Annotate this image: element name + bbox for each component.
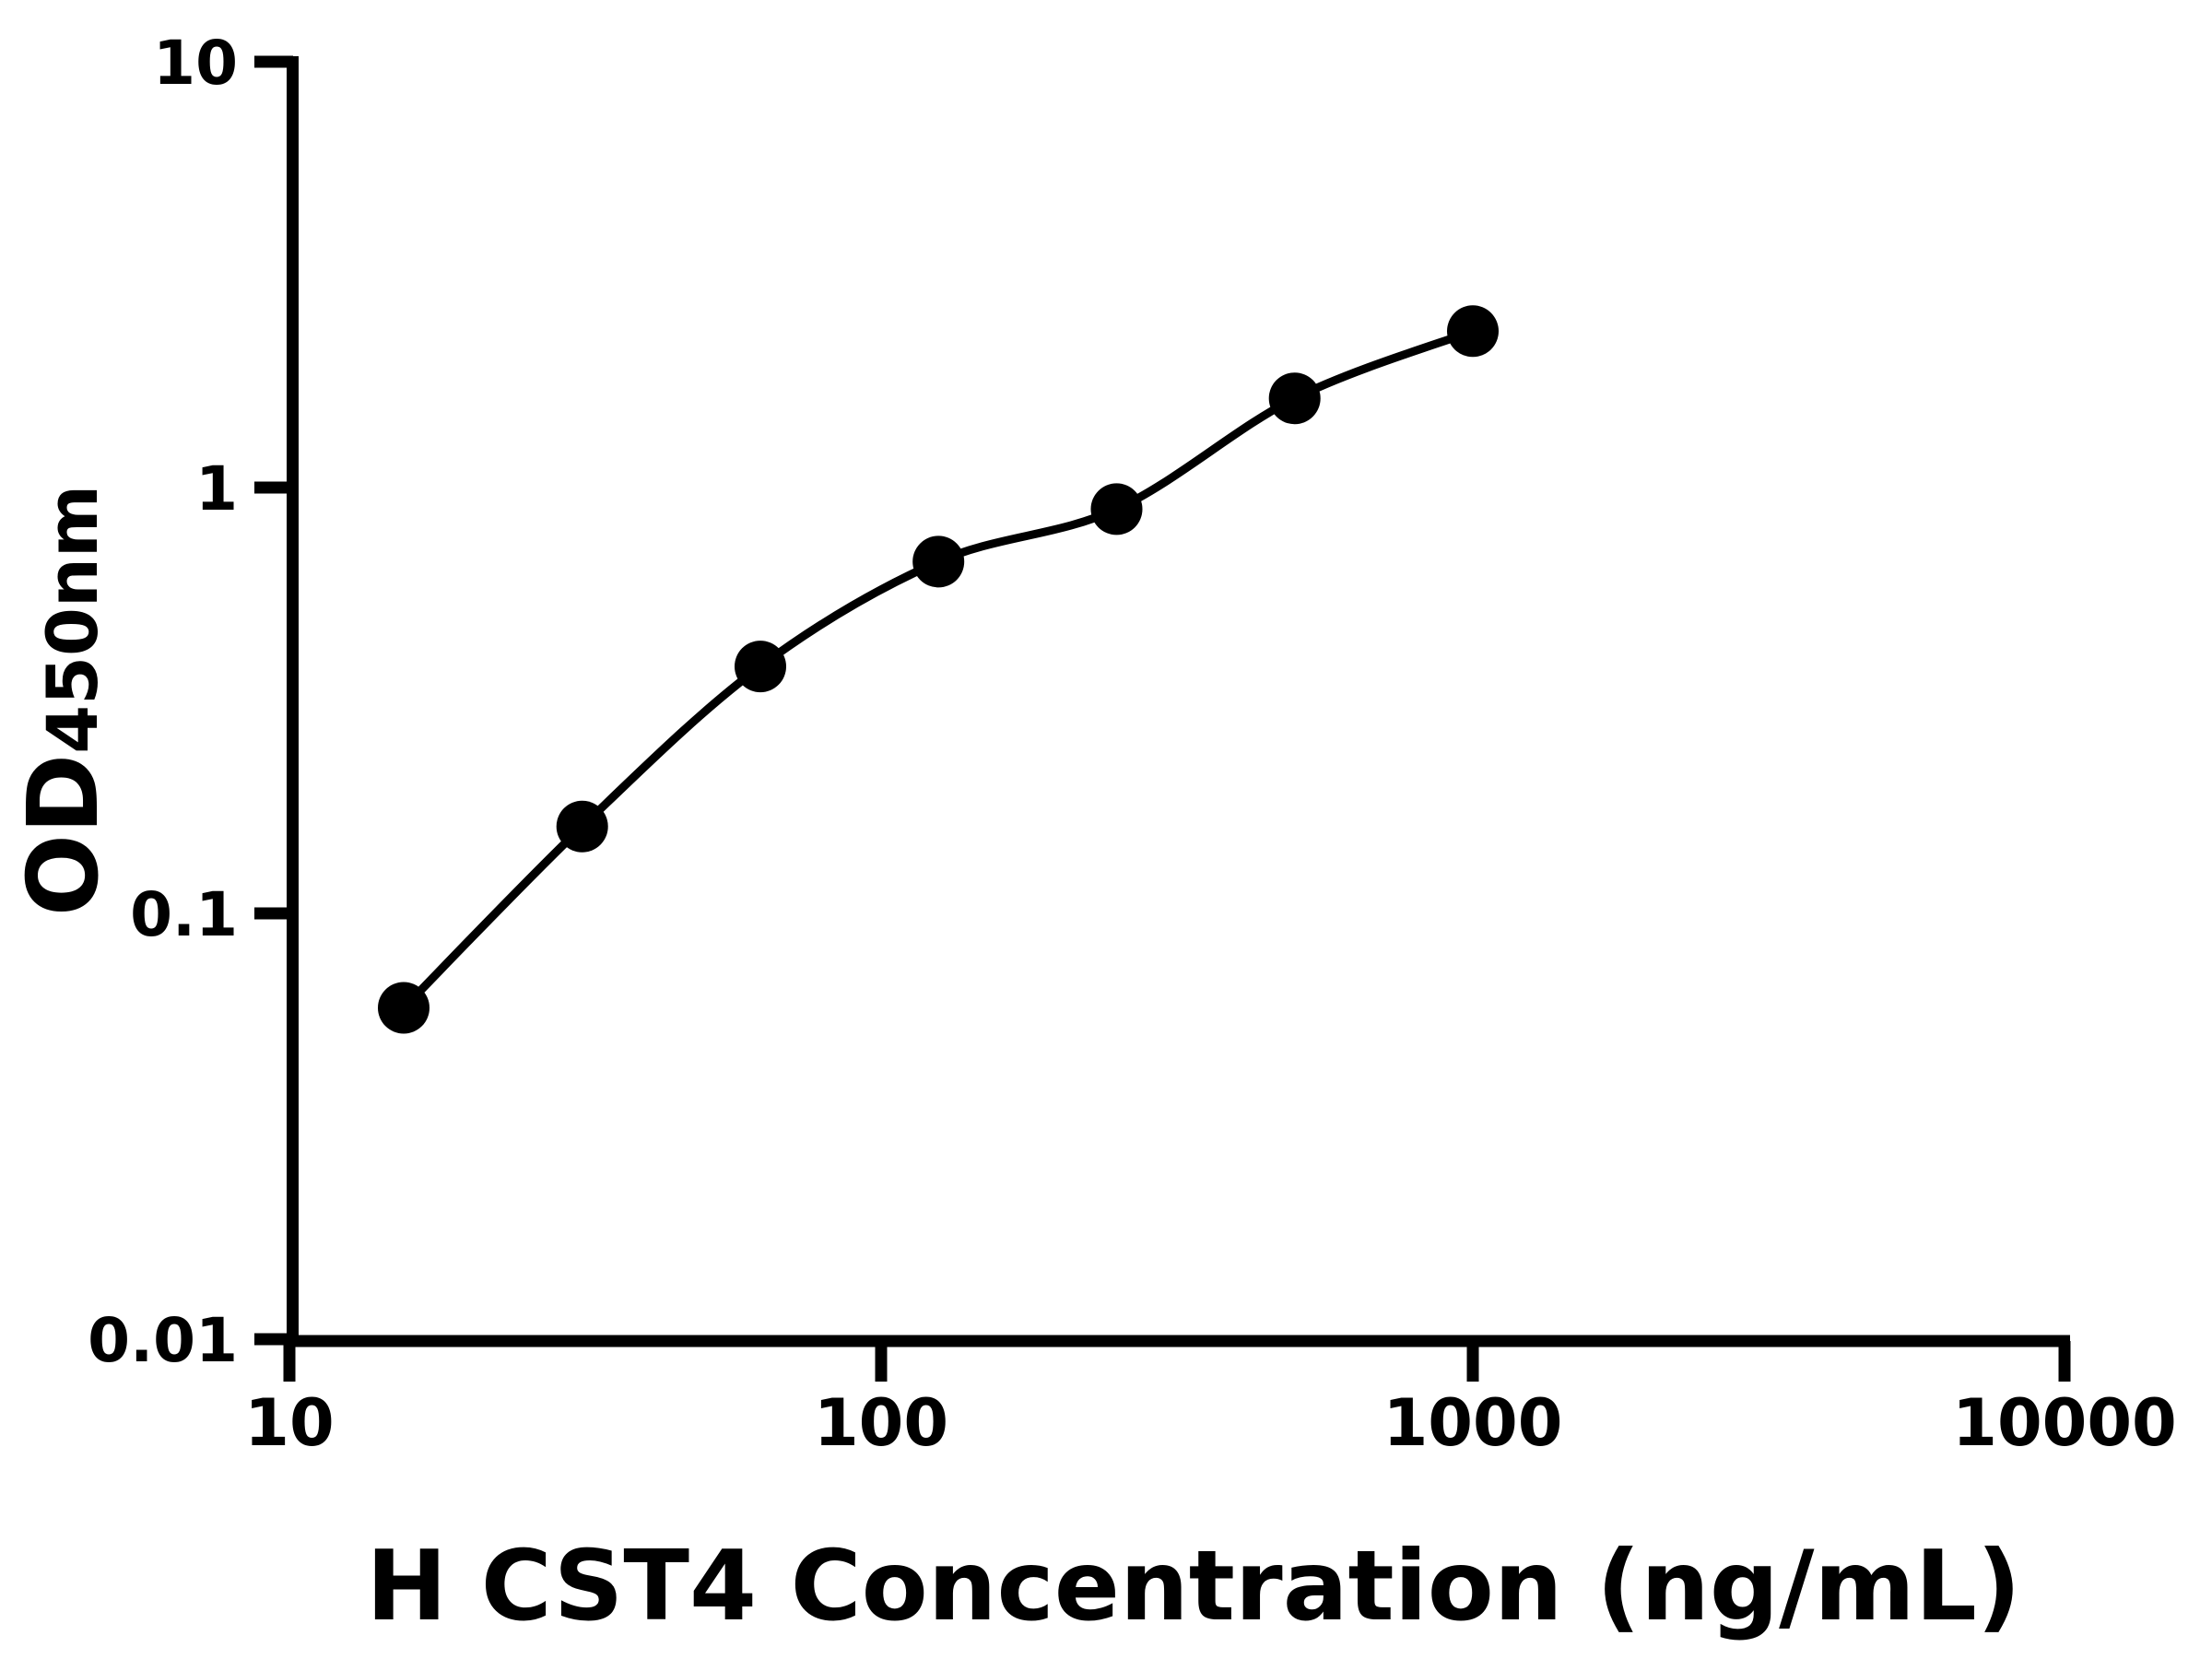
data-points [378, 305, 1499, 1034]
x-axis-title: H CST4 Concentration (ng/mL) [366, 1530, 2020, 1642]
x-tick-label: 100 [814, 1385, 948, 1461]
y-axis-title-main: OD [7, 754, 120, 916]
y-axis-ticks: 10 1 0.1 0.01 [88, 28, 293, 1376]
data-point [735, 641, 786, 693]
axis-spines [287, 56, 2070, 1347]
fit-curve [400, 327, 1475, 1011]
x-axis-ticks: 10 100 1000 10000 [244, 1341, 2177, 1461]
y-axis-title: OD450nm [7, 485, 120, 916]
data-point [912, 535, 965, 588]
x-tick-label: 10000 [1952, 1385, 2177, 1461]
x-tick-label: 1000 [1383, 1385, 1563, 1461]
y-tick-label: 10 [153, 28, 238, 99]
y-tick-label: 1 [195, 453, 238, 524]
data-point [378, 982, 429, 1034]
data-point [1090, 483, 1143, 535]
y-tick-label: 0.01 [88, 1305, 238, 1376]
axes [287, 56, 2070, 1347]
y-tick-label: 0.1 [130, 879, 238, 950]
data-point [556, 800, 608, 853]
data-point [1268, 372, 1321, 425]
y-axis-title-sub: 450nm [31, 485, 113, 754]
data-point [1447, 305, 1499, 358]
x-tick-label: 10 [244, 1385, 334, 1461]
